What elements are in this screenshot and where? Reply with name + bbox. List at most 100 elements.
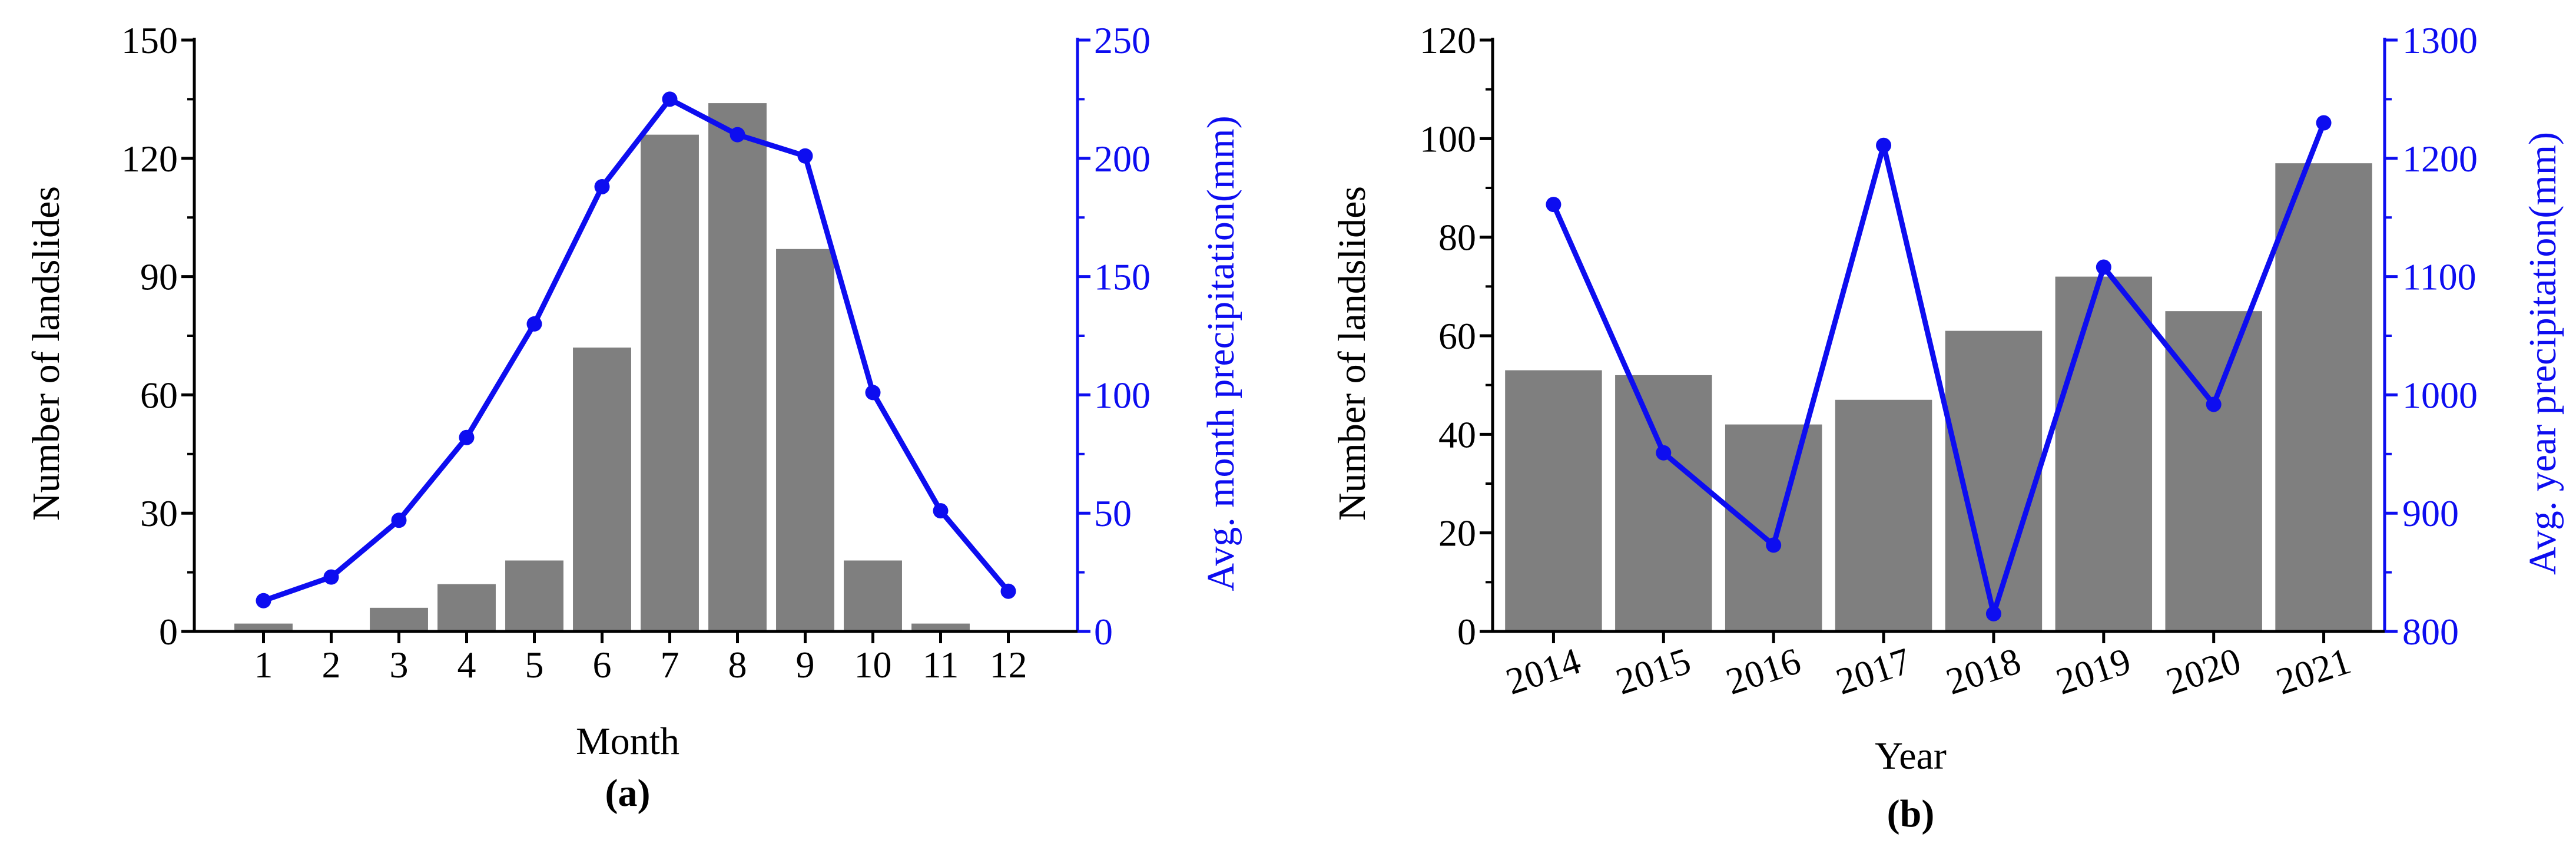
panel-a-x-tick-label: 4 bbox=[457, 644, 476, 686]
panel-a-x-tick-label: 1 bbox=[254, 644, 273, 686]
panel-b-y-tick-label: 80 bbox=[1438, 217, 1476, 259]
panel-a-x-tick-label: 5 bbox=[525, 644, 544, 686]
panel-a-x-tick-label: 3 bbox=[390, 644, 409, 686]
panel-b-x-tick-label: 2016 bbox=[1721, 640, 1806, 703]
panel-a-bar-1 bbox=[234, 623, 293, 631]
panel-b-bar-2021 bbox=[2275, 163, 2372, 632]
panel-b-x-axis-title: Year bbox=[1875, 735, 1947, 778]
panel-a-bar-4 bbox=[437, 584, 496, 631]
panel-b-bar-2018 bbox=[1945, 330, 2043, 631]
panel-b-y-tick-label: 60 bbox=[1438, 315, 1476, 357]
panel-b-y-tick-label: 20 bbox=[1438, 512, 1476, 554]
panel-b-y-tick-label: 0 bbox=[1457, 611, 1476, 653]
panel-a-precipitation-point-11 bbox=[933, 503, 949, 519]
panel-a-x-tick-label: 12 bbox=[990, 644, 1027, 686]
panel-a-bar-5 bbox=[505, 560, 563, 631]
panel-b-x-tick-label: 2014 bbox=[1501, 640, 1586, 703]
panel-b-x-tick-label: 2021 bbox=[2271, 640, 2356, 703]
panel-a-bar-10 bbox=[844, 560, 902, 631]
panel-b-y2-tick-label: 900 bbox=[2402, 492, 2459, 534]
panel-a-x-tick-label: 7 bbox=[661, 644, 679, 686]
panel-a-labels: Month Number of landslides Avg. month pr… bbox=[25, 115, 1242, 815]
panel-a-precipitation-line bbox=[256, 91, 1016, 608]
panel-a-precipitation-point-6 bbox=[594, 178, 610, 194]
panel-b-precipitation-point-2021 bbox=[2316, 115, 2332, 131]
panel-b-x-tick-label: 2020 bbox=[2161, 640, 2246, 703]
panel-a-y-tick-label: 90 bbox=[140, 256, 178, 298]
panel-b-precipitation-point-2014 bbox=[1546, 197, 1561, 213]
panel-b-bar-2014 bbox=[1505, 370, 1602, 631]
panel-b-y2-tick-label: 800 bbox=[2402, 611, 2459, 653]
panel-a-precipitation-point-7 bbox=[662, 91, 678, 107]
panel-a-x-axis-title: Month bbox=[576, 720, 679, 763]
panel-b-label: (b) bbox=[1887, 792, 1935, 835]
panel-b-bar-2015 bbox=[1615, 375, 1712, 631]
panel-b-chart: 0 20 40 60 80 100 120 800 900 1000 1100 1200 1300 201… bbox=[1331, 19, 2564, 835]
panel-a-precipitation-point-4 bbox=[459, 429, 475, 445]
panel-a-bar-8 bbox=[708, 103, 767, 632]
panel-b-y-tick-label: 40 bbox=[1438, 414, 1476, 455]
panel-a-y2-tick-label: 150 bbox=[1094, 256, 1151, 298]
panel-a-y-tick-label: 150 bbox=[121, 19, 178, 61]
panel-a-precipitation-point-9 bbox=[797, 148, 813, 164]
panel-a-y-tick-label: 120 bbox=[121, 138, 178, 180]
panel-a-precipitation-point-5 bbox=[526, 316, 542, 332]
panel-b-x-tick-label: 2017 bbox=[1831, 640, 1916, 703]
panel-b-precipitation-polyline bbox=[1550, 120, 2327, 617]
panel-a-bars bbox=[234, 103, 970, 632]
panel-a-precipitation-point-3 bbox=[391, 512, 407, 528]
panel-a-label: (a) bbox=[605, 772, 651, 815]
panel-a-x-tick-label: 10 bbox=[854, 644, 892, 686]
panel-a-y-tick-label: 0 bbox=[159, 611, 178, 653]
panel-a-precipitation-point-10 bbox=[865, 385, 881, 401]
panel-b-precipitation-line bbox=[1546, 115, 2332, 621]
panel-b-y2-axis-title: Avg. year precipitation(mm) bbox=[2521, 132, 2564, 575]
panel-b-precipitation-point-2020 bbox=[2206, 396, 2222, 412]
panel-b-precipitation-point-2018 bbox=[1985, 606, 2001, 621]
panel-b-y-tick-label: 120 bbox=[1420, 19, 1476, 61]
panel-b-y2-tick-label: 1100 bbox=[2402, 256, 2476, 298]
panel-a-bar-6 bbox=[573, 348, 631, 631]
panel-a-precipitation-point-12 bbox=[1000, 583, 1016, 599]
panel-a-y2-tick-label: 0 bbox=[1094, 611, 1113, 653]
panel-b-axes: 0 20 40 60 80 100 120 800 900 1000 1100 1200 1300 201… bbox=[1420, 19, 2478, 703]
panel-a-y-axis-title: Number of landslides bbox=[25, 186, 68, 521]
panel-b-bars bbox=[1505, 163, 2372, 632]
panel-b-x-tick-label: 2018 bbox=[1941, 640, 2026, 703]
panel-b-bar-2017 bbox=[1835, 399, 1932, 631]
panel-b-labels: Year Number of landslides Avg. year prec… bbox=[1331, 132, 2564, 835]
panel-a-bar-9 bbox=[776, 249, 834, 631]
panel-a-y2-tick-label: 100 bbox=[1094, 374, 1151, 416]
panel-a-x-tick-label: 8 bbox=[728, 644, 747, 686]
panel-b-x-tick-label: 2015 bbox=[1611, 640, 1696, 703]
panel-a-x-tick-label: 11 bbox=[923, 644, 959, 686]
panel-a-y2-tick-label: 250 bbox=[1094, 19, 1151, 61]
panel-b-y2-tick-label: 1200 bbox=[2402, 138, 2478, 180]
panel-a-x-tick-label: 2 bbox=[322, 644, 341, 686]
panel-b-precipitation-point-2015 bbox=[1656, 445, 1672, 461]
panel-b-precipitation-point-2016 bbox=[1766, 537, 1782, 553]
panel-a-bar-11 bbox=[911, 623, 970, 631]
panel-a-x-tick-label: 6 bbox=[593, 644, 612, 686]
panel-b-x-tick-label: 2019 bbox=[2051, 640, 2136, 703]
panel-a-precipitation-polyline bbox=[261, 96, 1011, 604]
panel-a-bar-3 bbox=[370, 607, 428, 631]
panel-a-y-tick-label: 30 bbox=[140, 492, 178, 534]
panel-b-y2-tick-label: 1300 bbox=[2402, 19, 2478, 61]
panel-a-y-tick-label: 60 bbox=[140, 374, 178, 416]
panel-a-precipitation-point-2 bbox=[323, 569, 339, 585]
panel-b-y-axis-title: Number of landslides bbox=[1331, 186, 1374, 521]
panel-a-x-tick-label: 9 bbox=[796, 644, 815, 686]
panel-b-y2-tick-label: 1000 bbox=[2402, 374, 2478, 416]
panel-a-bar-7 bbox=[641, 134, 699, 631]
panel-b-bar-2016 bbox=[1725, 424, 1822, 631]
panel-a-precipitation-point-1 bbox=[256, 593, 271, 608]
panel-a-y2-tick-label: 200 bbox=[1094, 138, 1151, 180]
panel-b-precipitation-point-2019 bbox=[2096, 259, 2111, 275]
panel-b-bar-2019 bbox=[2055, 276, 2153, 632]
panel-a-y2-axis-title: Avg. month precipitation(mm) bbox=[1199, 115, 1242, 591]
